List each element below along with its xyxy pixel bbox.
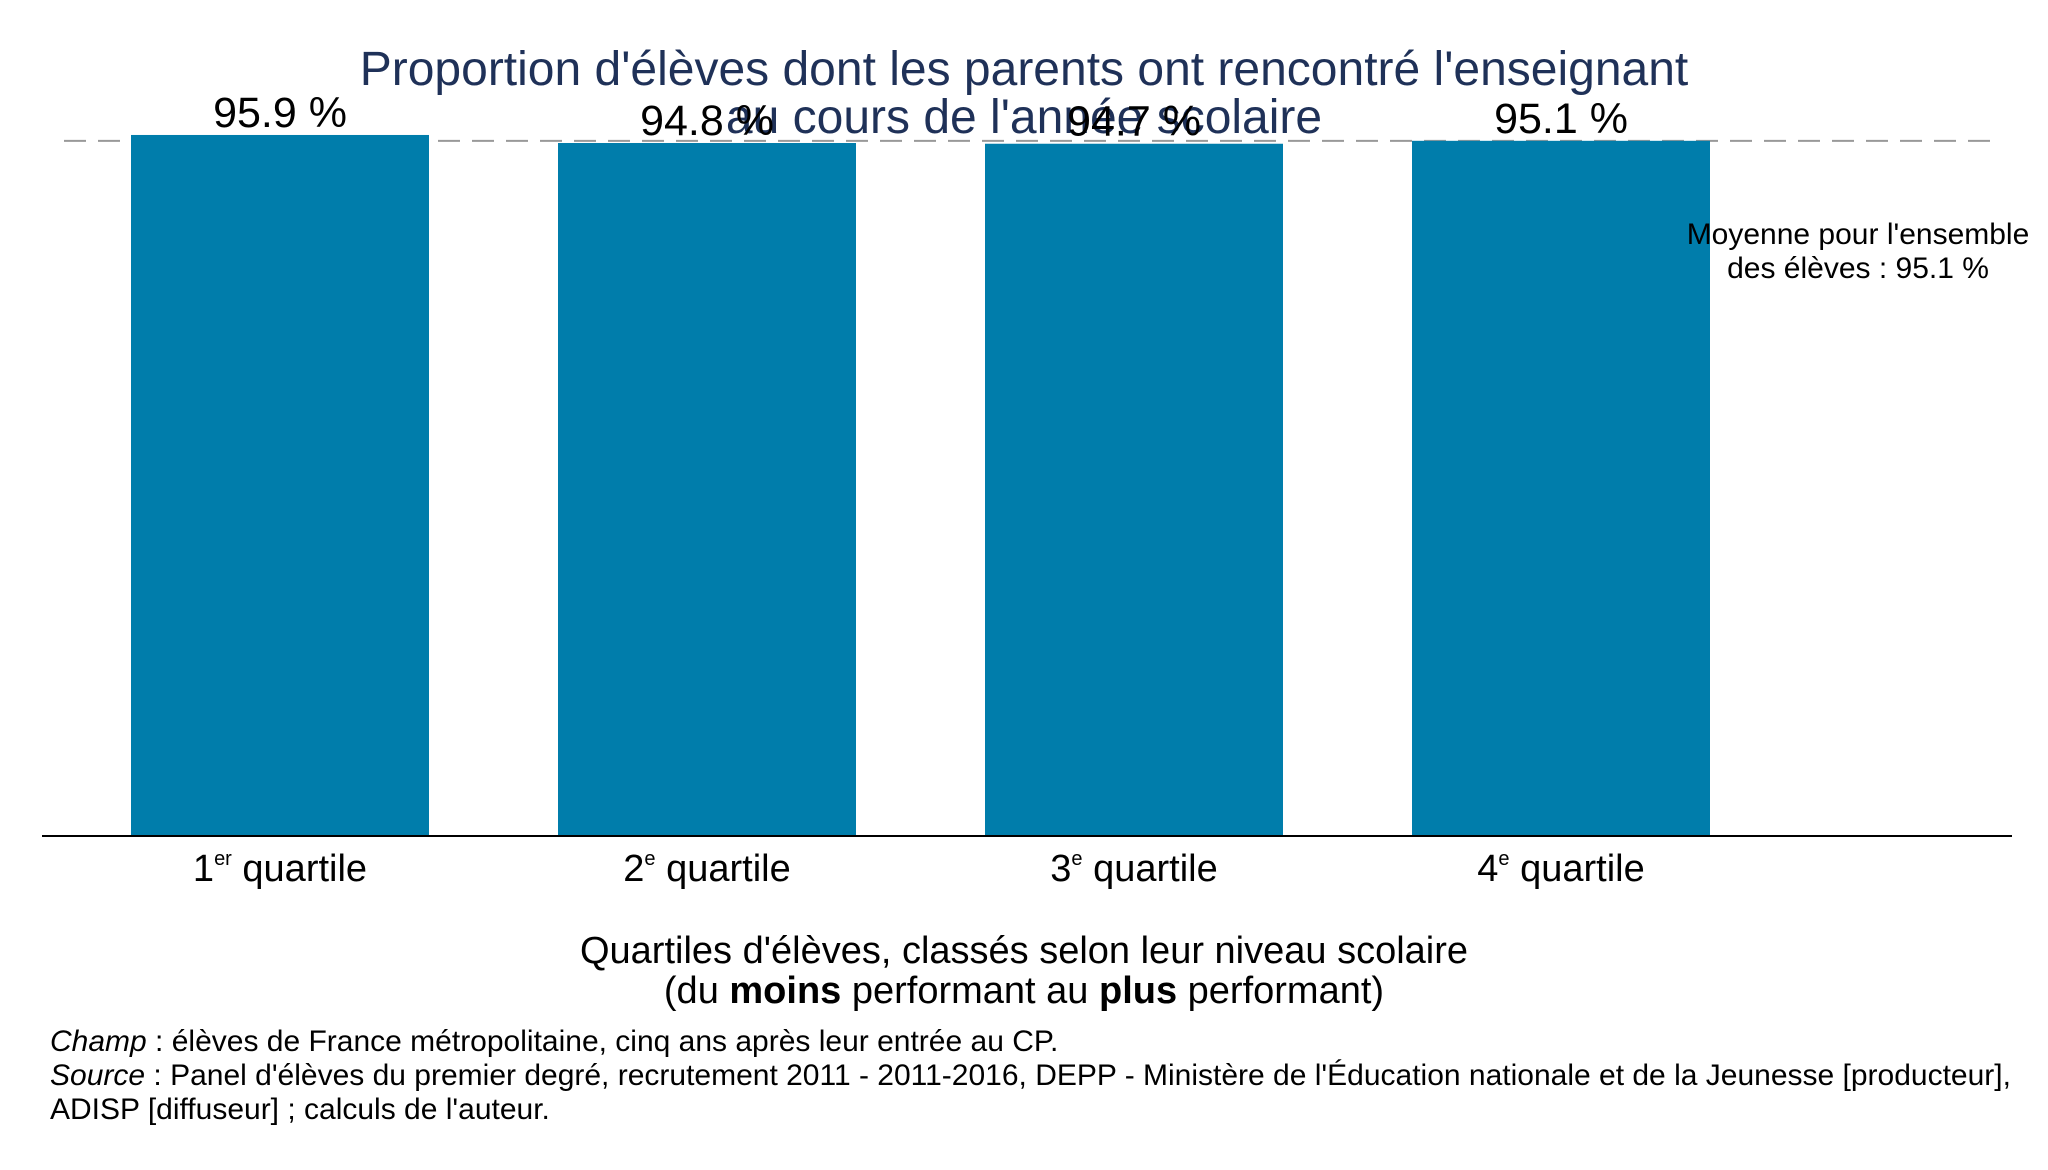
champ-note: Champ : élèves de France métropolitaine,…: [50, 1025, 2030, 1059]
average-label-line-2: des élèves : 95.1 %: [1727, 252, 1989, 285]
x-tick-label-2: 2e quartile: [623, 848, 790, 890]
x-axis-title-line-1: Quartiles d'élèves, classés selon leur n…: [580, 930, 1468, 972]
x-tick-label-3: 3e quartile: [1050, 848, 1217, 890]
chart-title-line-2: au cours de l'année scolaire: [726, 91, 1322, 144]
average-label-line-1: Moyenne pour l'ensemble: [1687, 218, 2030, 251]
bar-2: [558, 143, 856, 837]
source-text: : Panel d'élèves du premier degré, recru…: [50, 1059, 2011, 1126]
bar-4: [1412, 140, 1710, 837]
x-tick-label-1: 1er quartile: [193, 848, 367, 890]
x-axis-title-line-2: (du moins performant au plus performant): [664, 970, 1384, 1012]
source-note: Source : Panel d'élèves du premier degré…: [50, 1059, 2030, 1127]
bar-value-label-1: 95.9 %: [213, 89, 347, 137]
x-tick-label-4: 4e quartile: [1477, 848, 1644, 890]
champ-label: Champ: [50, 1025, 147, 1058]
bar-value-label-4: 95.1 %: [1494, 95, 1628, 143]
source-label: Source: [50, 1059, 146, 1092]
bar-3: [985, 143, 1283, 837]
chart-notes: Champ : élèves de France métropolitaine,…: [50, 1025, 2030, 1127]
bar-1: [131, 134, 429, 836]
bar-value-label-2: 94.8 %: [640, 97, 774, 145]
champ-text: : élèves de France métropolitaine, cinq …: [146, 1025, 1059, 1058]
chart-title-line-1: Proportion d'élèves dont les parents ont…: [360, 43, 1689, 96]
bar-value-label-3: 94.7 %: [1067, 98, 1201, 146]
